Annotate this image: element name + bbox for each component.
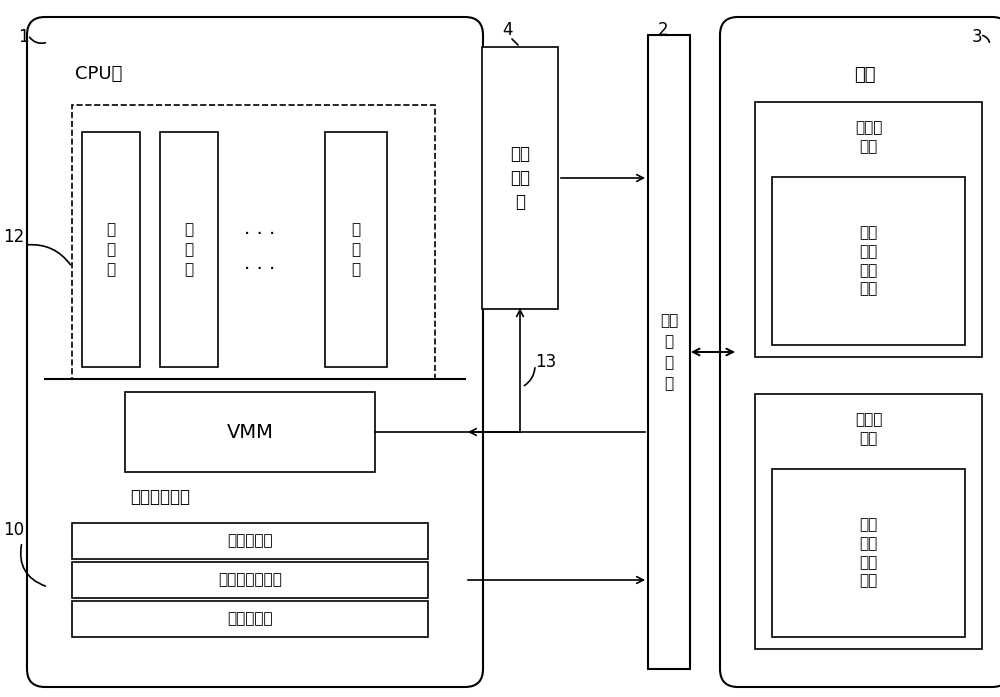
- Bar: [482, 47, 558, 309]
- Text: 4: 4: [502, 21, 512, 39]
- Bar: [72, 601, 428, 637]
- Text: 1: 1: [18, 28, 29, 46]
- FancyBboxPatch shape: [720, 17, 1000, 687]
- Text: · · ·: · · ·: [244, 260, 276, 279]
- Text: 13: 13: [535, 353, 556, 371]
- Bar: [72, 562, 428, 598]
- Bar: [82, 132, 140, 367]
- Bar: [160, 132, 218, 367]
- FancyBboxPatch shape: [27, 17, 483, 687]
- Bar: [325, 132, 387, 367]
- Text: 内存
控
制
器: 内存 控 制 器: [660, 313, 678, 391]
- Text: 使能寄存器: 使能寄存器: [227, 611, 273, 627]
- Text: 10: 10: [3, 521, 24, 539]
- Text: · · ·: · · ·: [244, 225, 276, 244]
- Bar: [72, 105, 435, 379]
- Bar: [72, 523, 428, 559]
- Text: 虚
拟
机: 虚 拟 机: [351, 222, 361, 277]
- Text: 安全
处理
器: 安全 处理 器: [510, 146, 530, 210]
- Text: 虚
拟
机: 虚 拟 机: [184, 222, 194, 277]
- Text: VMM: VMM: [227, 422, 273, 441]
- Text: 2: 2: [658, 21, 669, 39]
- Text: 目标地址寄存器: 目标地址寄存器: [218, 572, 282, 588]
- Bar: [755, 394, 982, 649]
- Text: 虚拟
机状
态保
存区: 虚拟 机状 态保 存区: [859, 226, 878, 296]
- Text: 虚
拟
机: 虚 拟 机: [106, 222, 116, 277]
- Bar: [772, 469, 965, 637]
- Text: 主机操作系统: 主机操作系统: [130, 488, 190, 506]
- Text: 目标寄存器: 目标寄存器: [227, 533, 273, 549]
- Text: 虚拟机
内存: 虚拟机 内存: [855, 412, 882, 446]
- Text: 12: 12: [3, 228, 24, 246]
- Text: 内存: 内存: [854, 66, 876, 84]
- Bar: [125, 392, 375, 472]
- Text: 虚拟
机状
态保
存区: 虚拟 机状 态保 存区: [859, 518, 878, 588]
- Bar: [648, 35, 690, 669]
- Text: 3: 3: [972, 28, 983, 46]
- Bar: [772, 177, 965, 345]
- Text: CPU核: CPU核: [75, 65, 122, 83]
- Bar: [755, 102, 982, 357]
- Text: 虚拟机
内存: 虚拟机 内存: [855, 120, 882, 154]
